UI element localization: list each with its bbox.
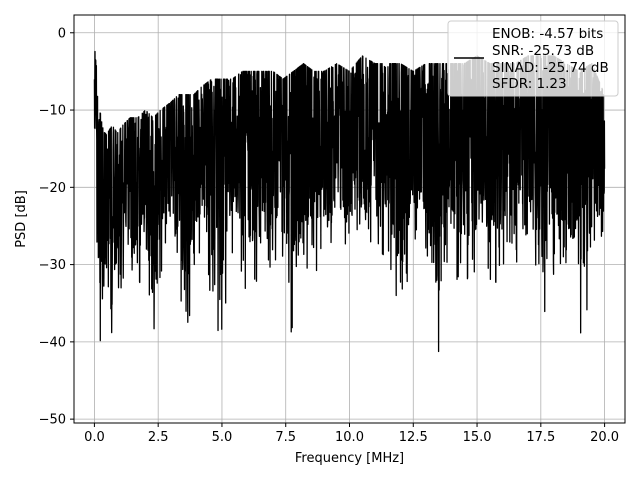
x-tick-label: 12.5 [399, 430, 428, 445]
x-tick-label: 7.5 [275, 430, 296, 445]
psd-line [93, 50, 606, 353]
x-tick-label: 5.0 [212, 430, 233, 445]
legend-sfdr: SFDR: 1.23 [492, 76, 567, 92]
x-axis-ticks: 0.0 2.5 5.0 7.5 10.0 12.5 15.0 17.5 20.0 [84, 423, 619, 445]
y-tick-label: −30 [39, 258, 66, 273]
x-tick-label: 2.5 [148, 430, 169, 445]
x-tick-label: 15.0 [463, 430, 492, 445]
y-tick-label: −40 [39, 335, 66, 350]
y-tick-label: −20 [39, 181, 66, 196]
y-tick-label: 0 [58, 26, 66, 41]
legend-snr: SNR: -25.73 dB [492, 43, 594, 59]
legend-enob: ENOB: -4.57 bits [492, 26, 603, 42]
legend: ENOB: -4.57 bits SNR: -25.73 dB SINAD: -… [447, 20, 619, 97]
psd-series [93, 50, 606, 353]
y-axis-ticks: 0 −10 −20 −30 −40 −50 [39, 26, 74, 428]
legend-box [447, 20, 619, 97]
x-tick-label: 20.0 [590, 430, 619, 445]
legend-sinad: SINAD: -25.74 dB [492, 60, 609, 76]
y-axis-label: PSD [dB] [14, 190, 29, 248]
y-tick-label: −10 [39, 104, 66, 119]
x-tick-label: 10.0 [335, 430, 364, 445]
y-tick-label: −50 [39, 413, 66, 428]
x-tick-label: 0.0 [84, 430, 105, 445]
x-tick-label: 17.5 [526, 430, 555, 445]
x-axis-label: Frequency [MHz] [295, 451, 404, 466]
